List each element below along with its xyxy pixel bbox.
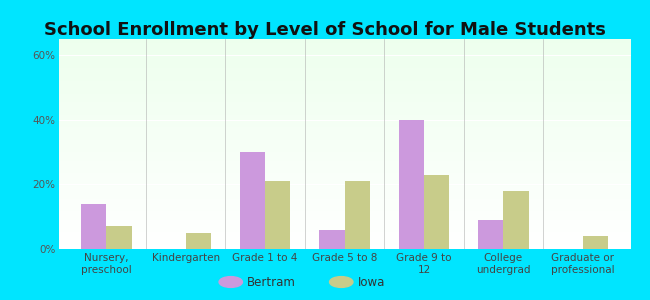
Bar xyxy=(58,119,630,123)
Bar xyxy=(58,203,630,207)
Bar xyxy=(106,226,131,249)
Bar xyxy=(58,60,630,64)
Bar xyxy=(58,64,630,68)
Bar xyxy=(58,106,630,110)
Bar xyxy=(58,245,630,249)
Text: Iowa: Iowa xyxy=(358,275,385,289)
Bar xyxy=(58,157,630,161)
Bar xyxy=(58,182,630,186)
Bar xyxy=(58,207,630,211)
Bar xyxy=(58,102,630,106)
Bar xyxy=(240,152,265,249)
Bar xyxy=(583,236,608,249)
Bar xyxy=(58,39,630,43)
Bar xyxy=(58,68,630,73)
Bar xyxy=(58,89,630,94)
Bar xyxy=(58,148,630,152)
Bar xyxy=(58,140,630,144)
Bar xyxy=(58,236,630,241)
Bar xyxy=(58,165,630,169)
Bar xyxy=(265,181,291,249)
Bar xyxy=(58,77,630,81)
Text: Bertram: Bertram xyxy=(247,275,296,289)
Bar xyxy=(58,152,630,157)
Bar xyxy=(58,131,630,136)
Bar xyxy=(58,115,630,119)
Bar xyxy=(344,181,370,249)
Bar xyxy=(58,43,630,47)
Bar xyxy=(58,241,630,245)
Bar xyxy=(58,94,630,98)
Bar xyxy=(58,85,630,89)
Bar xyxy=(186,233,211,249)
Bar xyxy=(58,110,630,115)
Bar xyxy=(58,186,630,190)
Bar xyxy=(58,81,630,85)
Bar xyxy=(478,220,503,249)
Bar xyxy=(58,98,630,102)
Bar xyxy=(503,191,529,249)
Bar xyxy=(58,169,630,173)
Bar xyxy=(58,56,630,60)
Bar xyxy=(58,194,630,199)
Bar xyxy=(81,204,106,249)
Bar xyxy=(398,120,424,249)
Bar xyxy=(58,144,630,148)
Bar xyxy=(424,175,449,249)
Bar xyxy=(58,215,630,220)
Bar xyxy=(58,52,630,56)
Bar xyxy=(58,178,630,182)
Bar xyxy=(58,161,630,165)
Text: School Enrollment by Level of School for Male Students: School Enrollment by Level of School for… xyxy=(44,21,606,39)
Bar xyxy=(58,224,630,228)
Bar xyxy=(319,230,344,249)
Bar xyxy=(58,220,630,224)
Bar xyxy=(58,211,630,215)
Bar xyxy=(58,232,630,236)
Bar xyxy=(58,173,630,178)
Bar xyxy=(58,228,630,232)
Bar xyxy=(58,136,630,140)
Bar xyxy=(58,47,630,52)
Bar xyxy=(58,127,630,131)
Bar xyxy=(58,73,630,77)
Bar xyxy=(58,123,630,127)
Bar xyxy=(58,190,630,194)
Bar xyxy=(58,199,630,203)
